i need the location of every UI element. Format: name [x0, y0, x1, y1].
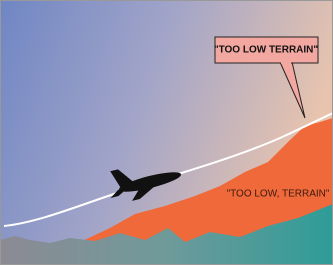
terrain-text: "TOO LOW, TERRAIN" [227, 189, 330, 200]
callout-text: "TOO LOW TERRAIN" [214, 45, 319, 56]
illustration: "TOO LOW TERRAIN" "TOO LOW, TERRAIN" [0, 0, 333, 265]
callout-join [281, 61, 291, 64]
